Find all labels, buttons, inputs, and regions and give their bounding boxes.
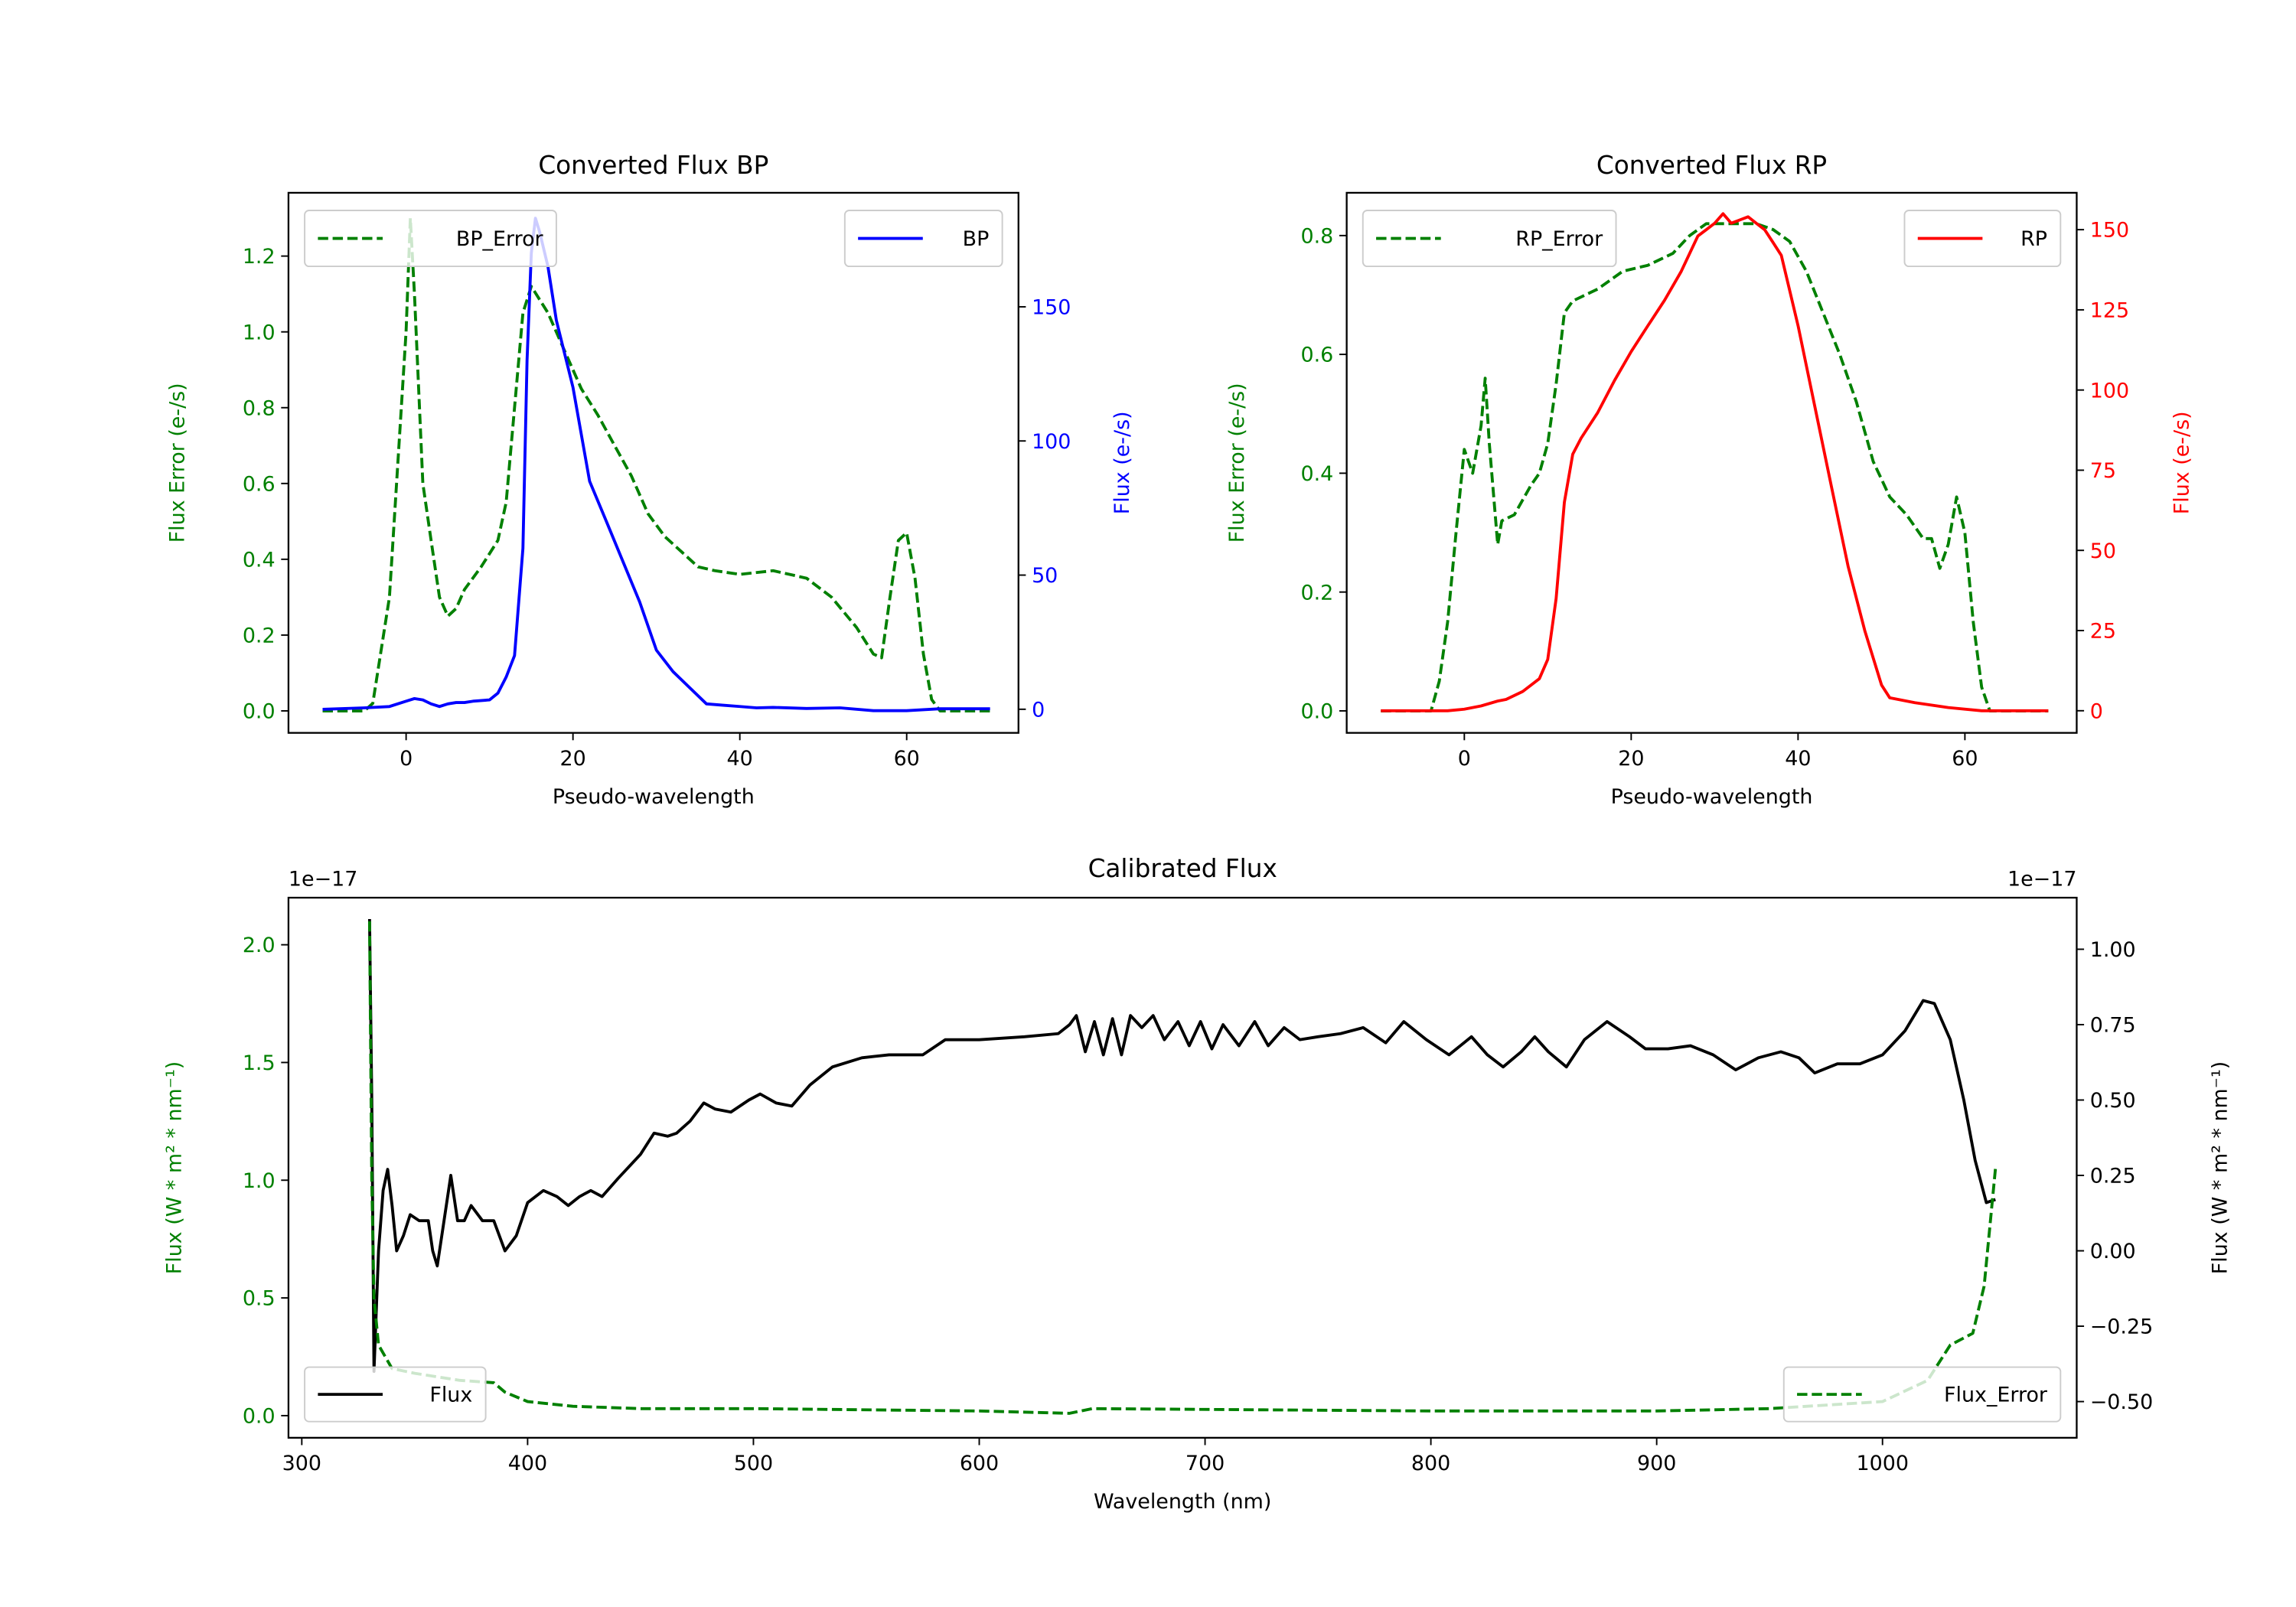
y-left-axis-label: Flux Error (e-/s) [1225, 383, 1249, 543]
y-right-tick-label: 0.25 [2090, 1165, 2136, 1188]
y-left-tick-label: 0.6 [1301, 344, 1334, 367]
y-left-offset-text: 1e−17 [289, 868, 357, 892]
y-left-tick-label: 1.0 [243, 1169, 276, 1193]
y-left-axis-label: Flux (W * m² * nm⁻¹) [163, 1061, 187, 1274]
x-tick-label: 600 [960, 1452, 999, 1475]
y-left-tick-label: 0.8 [1301, 224, 1334, 248]
axes-frame [287, 896, 2078, 1439]
y-right-tick-label: 1.00 [2090, 938, 2136, 962]
y-left-tick-label: 0.2 [243, 624, 276, 648]
y-left-tick-label: 0.0 [243, 1405, 276, 1429]
series-line-flux [367, 918, 1996, 1374]
legend-box [304, 210, 557, 268]
y-right-tick-label: 100 [2090, 379, 2129, 403]
x-tick-label: 900 [1637, 1452, 1676, 1475]
series-line-bp-error [322, 217, 990, 712]
y-right-axis-label: Flux (W * m² * nm⁻¹) [2209, 1061, 2232, 1274]
x-tick-label: 20 [1618, 747, 1644, 771]
x-tick-label: 300 [282, 1452, 321, 1475]
legend-rp: RP [1903, 210, 2062, 268]
x-tick-label: 0 [400, 747, 413, 771]
y-right-tick-label: 125 [2090, 299, 2129, 323]
y-right-tick-label: 0 [1032, 698, 1045, 722]
legend-label: Flux_Error [1944, 1384, 2048, 1407]
y-left-tick-label: 1.0 [243, 321, 276, 344]
legend-box [304, 1366, 487, 1423]
legend-label: Flux [429, 1384, 472, 1407]
legend-label: RP_Error [1515, 227, 1603, 251]
x-axis-label: Pseudo-wavelength [553, 785, 755, 809]
y-left-tick-label: 0.5 [243, 1287, 276, 1311]
legend-bp-error: BP_Error [304, 210, 557, 268]
y-left-tick-label: 0.2 [1301, 581, 1334, 605]
legend-rp-error: RP_Error [1362, 210, 1617, 268]
y-left-tick-label: 0.4 [1301, 462, 1334, 486]
x-tick-label: 40 [727, 747, 753, 771]
chart-title: Converted Flux BP [538, 151, 768, 180]
legend-box [1362, 210, 1617, 268]
x-tick-label: 0 [1458, 747, 1471, 771]
y-left-tick-label: 0.4 [243, 548, 276, 572]
y-right-offset-text: 1e−17 [2007, 868, 2076, 892]
y-left-tick-label: 0.6 [243, 472, 276, 496]
y-right-tick-label: 0 [2090, 699, 2103, 723]
x-axis-label: Pseudo-wavelength [1611, 785, 1813, 809]
y-right-tick-label: −0.50 [2090, 1390, 2153, 1414]
chart-1: Converted Flux BP 0 20 40 60 Pseudo-wavelengt… [165, 151, 1134, 809]
axes-frame [1345, 191, 2078, 734]
y-right-tick-label: 0.00 [2090, 1240, 2136, 1263]
y-left-axis-label: Flux Error (e-/s) [165, 383, 189, 543]
axes-frame [287, 191, 1019, 734]
chart-2: Converted Flux RP 0 20 40 60 Pseudo-wavelengt… [1225, 151, 2194, 809]
series-line-flux-error [367, 921, 1998, 1415]
legend-box [1782, 1366, 2062, 1423]
y-left-tick-label: 0.0 [243, 700, 276, 724]
x-tick-label: 1000 [1856, 1452, 1908, 1475]
legend-flux-error: Flux_Error [1782, 1366, 2062, 1423]
y-left-tick-label: 2.0 [243, 934, 276, 957]
legend-box [843, 210, 1003, 268]
x-axis-label: Wavelength (nm) [1094, 1490, 1271, 1514]
x-tick-label: 60 [894, 747, 920, 771]
series-line-rp-error [1381, 222, 2049, 712]
y-right-tick-label: 50 [2090, 539, 2116, 563]
legend-bp: BP [843, 210, 1003, 268]
legend-label: RP [2020, 227, 2047, 251]
y-left-tick-label: 1.5 [243, 1051, 276, 1075]
x-tick-label: 400 [508, 1452, 547, 1475]
y-right-tick-label: 0.75 [2090, 1014, 2136, 1038]
y-right-tick-label: 100 [1032, 430, 1071, 454]
legend-flux: Flux [304, 1366, 487, 1423]
y-right-axis-label: Flux (e-/s) [2170, 411, 2194, 514]
y-right-tick-label: 150 [2090, 219, 2129, 243]
x-tick-label: 40 [1785, 747, 1811, 771]
x-tick-label: 700 [1186, 1452, 1225, 1475]
y-right-axis-label: Flux (e-/s) [1110, 411, 1134, 514]
x-tick-label: 800 [1411, 1452, 1450, 1475]
x-tick-label: 500 [734, 1452, 773, 1475]
y-right-tick-label: 75 [2090, 459, 2116, 483]
y-right-tick-label: 150 [1032, 296, 1071, 320]
chart-3: Calibrated Flux 300 400 500 600 700 800 900 1000… [163, 854, 2232, 1514]
chart-title: Converted Flux RP [1596, 151, 1827, 180]
y-left-tick-label: 1.2 [243, 245, 276, 269]
x-tick-label: 60 [1952, 747, 1978, 771]
y-right-tick-label: −0.25 [2090, 1315, 2153, 1339]
chart-title: Calibrated Flux [1088, 854, 1277, 883]
y-left-tick-label: 0.0 [1301, 700, 1334, 724]
y-right-tick-label: 0.50 [2090, 1089, 2136, 1113]
y-right-tick-label: 25 [2090, 620, 2116, 644]
legend-label: BP_Error [456, 227, 544, 251]
y-left-tick-label: 0.8 [243, 396, 276, 420]
y-right-tick-label: 50 [1032, 564, 1058, 588]
x-tick-label: 20 [560, 747, 586, 771]
legend-label: BP [963, 227, 990, 251]
series-line-rp [1381, 212, 2049, 712]
